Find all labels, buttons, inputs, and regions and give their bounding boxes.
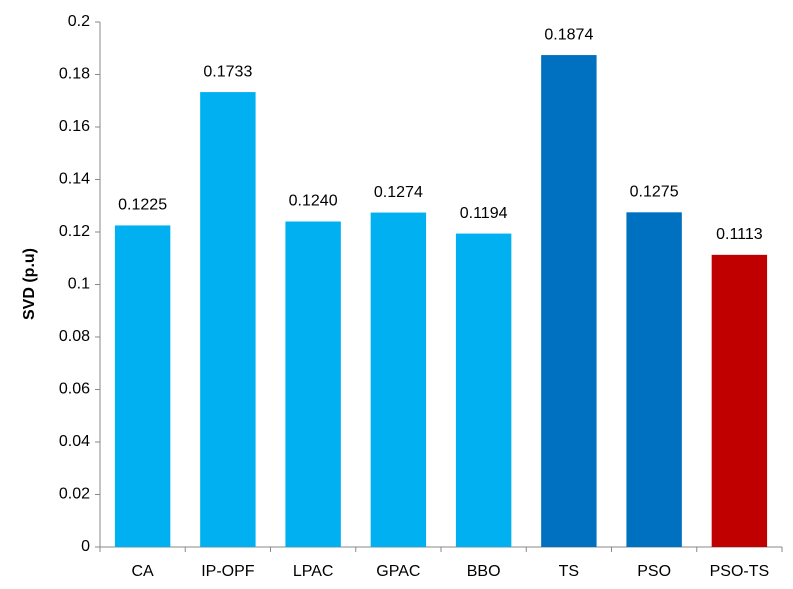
bar [626,212,682,547]
data-label: 0.1874 [544,26,593,43]
bar [541,55,597,547]
bar [370,212,427,547]
y-tick-label: 0.08 [59,328,90,345]
y-tick-label: 0.1 [68,276,90,293]
y-tick-label: 0.12 [59,223,90,240]
y-tick-label: 0.16 [59,118,90,135]
x-tick-label: GPAC [376,563,420,580]
bar [200,92,256,548]
bar [711,254,768,547]
y-tick-label: 0.06 [59,381,90,398]
y-axis-label: SVD (p.u) [21,248,38,320]
x-tick-label: LPAC [293,563,334,580]
data-label: 0.1225 [118,197,167,214]
bar [455,233,512,547]
x-tick-label: BBO [467,563,501,580]
x-tick-label: IP-OPF [201,563,255,580]
x-tick-label: PSO [637,563,671,580]
x-tick-label: CA [132,563,155,580]
data-label: 0.1113 [716,226,763,243]
y-tick-label: 0.18 [59,66,90,83]
y-tick-label: 0 [81,538,90,555]
data-label: 0.1275 [630,184,679,201]
y-tick-label: 0.04 [59,433,90,450]
x-tick-label: PSO-TS [710,563,770,580]
x-tick-label: TS [559,563,579,580]
y-tick-label: 0.02 [59,486,90,503]
bar [285,221,341,547]
y-tick-label: 0.2 [68,13,90,30]
data-label: 0.1194 [460,205,508,222]
data-label: 0.1733 [203,63,252,80]
data-label: 0.1274 [374,184,423,201]
data-label: 0.1240 [289,193,338,210]
bar [114,225,171,547]
y-tick-label: 0.14 [59,171,90,188]
